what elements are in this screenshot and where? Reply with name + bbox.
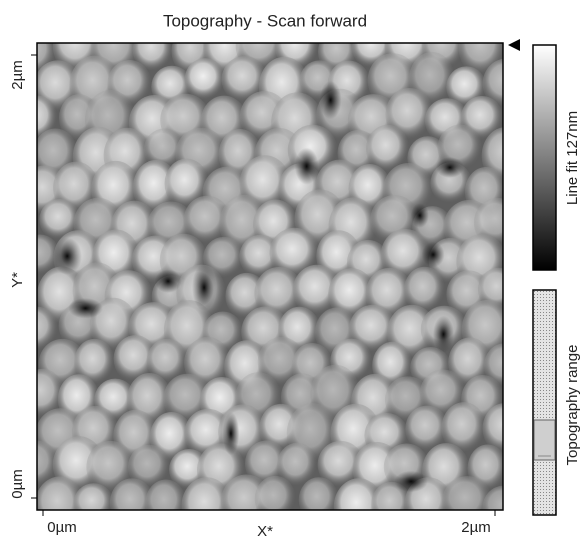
grain — [292, 264, 342, 317]
level-marker[interactable] — [508, 39, 520, 51]
grain — [380, 228, 430, 281]
grain — [109, 478, 155, 510]
grain — [127, 444, 171, 490]
grain — [132, 43, 174, 73]
grain — [254, 475, 296, 510]
grain — [113, 335, 158, 383]
pit — [319, 80, 342, 120]
pit — [191, 263, 217, 311]
range-bar[interactable] — [532, 289, 557, 516]
colorbar-label: Line fit 127nm — [564, 111, 581, 205]
range-label: Topography range — [564, 345, 581, 466]
pit — [222, 411, 240, 456]
grain — [333, 478, 384, 510]
pit — [154, 269, 182, 293]
grain — [221, 56, 268, 103]
grain — [482, 485, 503, 510]
grain — [366, 124, 410, 173]
grain — [37, 368, 65, 419]
y-top-label: 2µm — [9, 60, 26, 89]
pit — [394, 470, 428, 493]
grain — [86, 440, 135, 494]
grain — [37, 306, 59, 353]
grain — [39, 198, 81, 241]
image-title: Topography - Scan forward — [163, 11, 367, 30]
grain — [244, 440, 288, 487]
grain — [317, 440, 364, 489]
grain — [181, 477, 232, 510]
grain — [405, 405, 449, 452]
grain — [143, 128, 185, 171]
grain — [482, 58, 503, 109]
pit — [294, 147, 319, 185]
grain — [442, 476, 493, 510]
pit — [421, 241, 445, 268]
grain — [482, 403, 503, 454]
topography-image — [37, 43, 503, 510]
x-left-label: 0µm — [47, 519, 76, 536]
pit — [435, 157, 464, 178]
grain — [403, 266, 446, 314]
grain — [37, 440, 59, 488]
image-frame — [36, 42, 504, 511]
grain — [73, 483, 114, 510]
pit — [52, 237, 82, 275]
grain — [37, 476, 85, 510]
grain — [277, 442, 318, 488]
grain — [164, 158, 209, 209]
y-bottom-label: 0µm — [9, 469, 26, 498]
grain — [298, 477, 339, 510]
y-axis-label: Y* — [9, 272, 26, 288]
x-right-label: 2µm — [461, 519, 490, 536]
grain — [183, 195, 231, 245]
grain — [37, 234, 61, 276]
x-axis-label: X* — [257, 523, 273, 540]
grain — [269, 227, 320, 279]
grain — [441, 402, 487, 455]
pit — [432, 315, 455, 353]
axis-ticks — [31, 54, 496, 516]
colorbar — [532, 44, 557, 271]
grain — [184, 58, 226, 101]
grain — [146, 338, 188, 384]
grain — [145, 479, 187, 510]
pit — [410, 203, 429, 228]
range-window[interactable] — [533, 419, 556, 461]
grain — [74, 338, 115, 386]
pit — [68, 297, 103, 319]
